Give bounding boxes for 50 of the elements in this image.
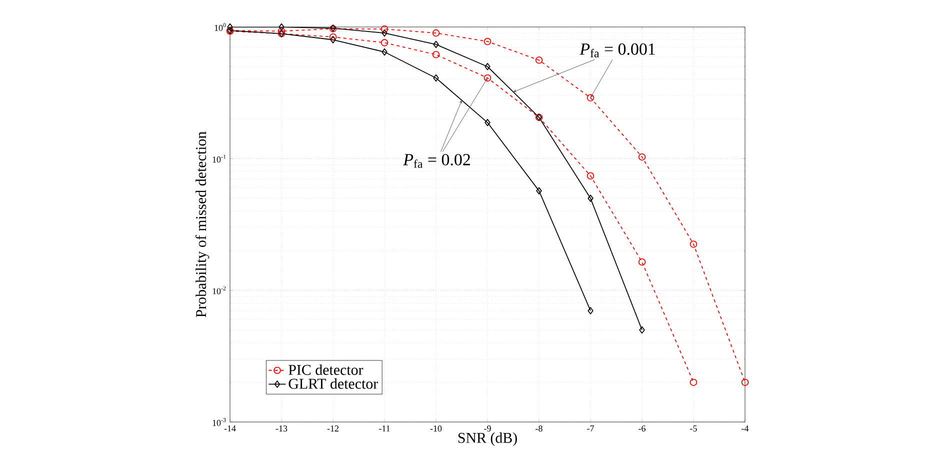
x-tick-label: -12 (327, 426, 338, 432)
point (639, 326, 645, 334)
point (432, 29, 440, 37)
y-axis-title: Probability of missed detection (195, 132, 210, 318)
x-tick-label: -6 (638, 426, 646, 432)
x-tick-label: -10 (430, 426, 442, 432)
point (330, 36, 336, 44)
point (484, 74, 492, 82)
point (382, 29, 388, 37)
x-tick-label: -11 (379, 426, 390, 432)
legend-label: GLRT detector (288, 378, 378, 389)
point (690, 240, 698, 248)
point (638, 153, 646, 161)
point (484, 62, 490, 70)
x-tick-label: -9 (484, 426, 491, 432)
point (535, 56, 543, 64)
point (329, 33, 337, 41)
point (227, 23, 233, 31)
point (433, 40, 439, 48)
point (382, 48, 388, 56)
y-tick-label: 10$^{0}$ (214, 23, 226, 31)
x-tick-label: -4 (742, 426, 749, 432)
point (690, 378, 698, 386)
x-tick-label: -8 (536, 426, 542, 432)
point (433, 74, 439, 82)
point (484, 38, 492, 46)
point (741, 378, 749, 386)
point (588, 194, 594, 202)
y-tick-label: 10$^{-2}$ (212, 286, 226, 294)
point (484, 118, 490, 126)
x-tick-label: -13 (276, 426, 288, 432)
point (588, 307, 594, 314)
x-tick-label: -14 (224, 426, 236, 432)
point (638, 258, 646, 266)
point (432, 50, 440, 58)
point (586, 172, 594, 180)
point (380, 39, 388, 46)
point (278, 28, 286, 35)
x-axis-title: SNR (dB) (458, 432, 517, 446)
x-tick-label: -5 (690, 426, 697, 432)
x-tick-label: -7 (587, 426, 594, 432)
point (536, 187, 542, 194)
legend-label: PIC detector (288, 364, 364, 375)
annotation: P$_{fa}$ = 0.001 (580, 43, 655, 58)
point (278, 23, 284, 31)
y-tick-label: 10$^{-1}$ (212, 154, 226, 163)
annotation: P$_{fa}$ = 0.02 (403, 154, 470, 168)
y-tick-label: 10$^{-3}$ (212, 418, 226, 426)
point (586, 94, 594, 102)
point (380, 25, 388, 33)
